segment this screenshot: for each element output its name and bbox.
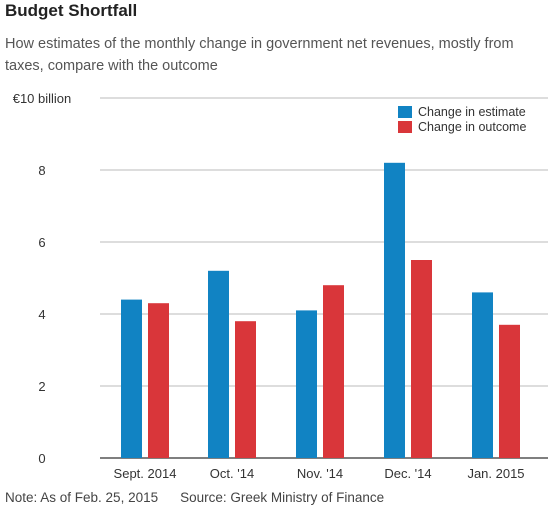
estimate-bar (208, 270, 229, 458)
footer-note: Note: As of Feb. 25, 2015 (5, 490, 159, 505)
y-tick-label: 8 (38, 163, 45, 178)
estimate-bar (472, 292, 493, 458)
outcome-bar (411, 260, 432, 458)
bars (121, 162, 520, 459)
chart-footer: Note: As of Feb. 25, 2015 Source: Greek M… (5, 490, 384, 505)
estimate-bar (121, 299, 142, 458)
x-tick-label: Jan. 2015 (467, 466, 524, 481)
legend-label: Change in outcome (418, 120, 526, 134)
x-tick-label: Dec. '14 (384, 466, 431, 481)
outcome-bar (323, 285, 344, 458)
legend-swatch (398, 121, 412, 133)
legend-label: Change in estimate (418, 105, 526, 119)
y-tick-label: €10 billion (13, 91, 72, 106)
outcome-bar (148, 303, 169, 458)
x-tick-label: Oct. '14 (210, 466, 254, 481)
estimate-bar (384, 162, 405, 459)
chart-subtitle: How estimates of the monthly change in g… (5, 36, 514, 74)
estimate-bar (296, 310, 317, 458)
y-tick-label: 6 (38, 235, 45, 250)
bar-chart: 0 2 4 6 8 €10 billion Sept. 2014 Oct. '14 Nov. '… (13, 91, 548, 481)
y-tick-label: 2 (38, 379, 45, 394)
chart-title: Budget Shortfall (5, 1, 138, 20)
y-tick-label: 0 (38, 451, 45, 466)
x-tick-label: Sept. 2014 (114, 466, 177, 481)
y-tick-label: 4 (38, 307, 45, 322)
outcome-bar (235, 321, 256, 458)
footer-source: Source: Greek Ministry of Finance (180, 490, 385, 505)
x-tick-label: Nov. '14 (297, 466, 343, 481)
outcome-bar (499, 324, 520, 458)
legend-swatch (398, 106, 412, 118)
tick-labels: 0 2 4 6 8 €10 billion Sept. 2014 Oct. '14 Nov. '… (13, 91, 525, 481)
